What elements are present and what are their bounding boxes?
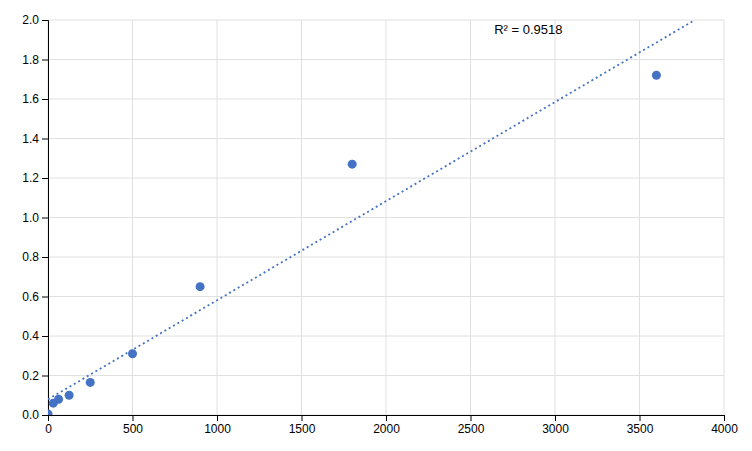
- y-axis-tick-label: 0.6: [22, 290, 39, 304]
- y-axis-tick-mark: [42, 336, 48, 337]
- y-axis-tick: 0.4: [22, 329, 48, 343]
- y-axis-tick-label: 0.2: [22, 369, 39, 383]
- y-axis-tick-label: 1.4: [22, 132, 39, 146]
- y-axis-tick-label: 0.8: [22, 250, 39, 264]
- y-axis-tick: 2.0: [22, 13, 48, 27]
- scatter-point: [48, 410, 53, 415]
- x-axis-tick-label: 500: [123, 422, 143, 436]
- scatter-point: [196, 282, 205, 291]
- grid-line-y: [48, 178, 724, 179]
- scatter-point: [86, 378, 95, 387]
- y-axis-tick-mark: [42, 257, 48, 258]
- x-axis-tick-label: 3000: [542, 422, 569, 436]
- y-axis-tick-mark: [42, 218, 48, 219]
- scatter-point: [54, 395, 63, 404]
- x-axis-tick-label: 2500: [458, 422, 485, 436]
- grid-line-y: [48, 20, 724, 21]
- y-axis: 0.0 0.2 0.4 0.6 0.8 1.0 1.2 1.4 1.6 1.8 2.0: [22, 13, 48, 422]
- y-axis-tick-mark: [42, 60, 48, 61]
- grid-line-y: [48, 296, 724, 297]
- y-axis-tick-mark: [42, 178, 48, 179]
- grid-line-y: [48, 336, 724, 337]
- scatter-point: [128, 349, 137, 358]
- x-axis-tick-label: 0: [45, 422, 52, 436]
- y-axis-tick: 0.2: [22, 369, 48, 383]
- x-axis-tick-label: 2000: [373, 422, 400, 436]
- x-axis-tick-mark: [302, 415, 303, 421]
- grid-line-y: [48, 375, 724, 376]
- scatter-point: [348, 160, 357, 169]
- y-axis-tick-label: 0.0: [22, 408, 39, 422]
- x-axis-tick: 1500: [289, 415, 316, 436]
- y-axis-tick-label: 1.6: [22, 92, 39, 106]
- x-axis-tick-mark: [133, 415, 134, 421]
- x-axis: 0 500 1000 1500 2000 2500 3000 3500 4000: [45, 415, 738, 436]
- y-axis-tick-mark: [42, 99, 48, 100]
- x-axis-tick: 2000: [373, 415, 400, 436]
- y-axis-tick-label: 2.0: [22, 13, 39, 27]
- y-axis-tick-mark: [42, 20, 48, 21]
- marks: [48, 20, 695, 415]
- x-axis-tick: 1000: [204, 415, 231, 436]
- x-axis-tick-label: 3500: [627, 422, 654, 436]
- y-axis-tick-mark: [42, 376, 48, 377]
- x-axis-tick-label: 1500: [289, 422, 316, 436]
- x-axis-tick: 500: [123, 415, 143, 436]
- y-axis-tick-mark: [42, 139, 48, 140]
- y-axis-tick: 0.0: [22, 408, 48, 422]
- y-axis-tick-label: 0.4: [22, 329, 39, 343]
- x-axis-tick: 2500: [458, 415, 485, 436]
- x-axis-line: [49, 416, 725, 422]
- x-axis-tick-mark: [640, 415, 641, 421]
- plot: 050010001500200025003000350040000.00.20.…: [22, 13, 738, 435]
- grid: [48, 20, 724, 415]
- chart: 050010001500200025003000350040000.00.20.…: [0, 0, 752, 451]
- x-axis-tick: 3500: [627, 415, 654, 436]
- y-axis-tick-mark: [42, 297, 48, 298]
- y-axis-tick-label: 1.0: [22, 211, 39, 225]
- annotation: R² = 0.9518: [494, 22, 562, 37]
- grid-line-y: [48, 59, 724, 60]
- grid-line-y: [48, 217, 724, 218]
- x-axis-tick-label: 4000: [711, 422, 738, 436]
- y-axis-tick: 1.6: [22, 92, 48, 106]
- grid-line-y: [48, 138, 724, 139]
- y-axis-line: [42, 21, 49, 416]
- x-axis-tick-mark: [724, 415, 725, 421]
- scatter-point: [652, 71, 661, 80]
- trendline: [48, 20, 695, 399]
- y-axis-tick: 0.6: [22, 290, 48, 304]
- scatter-point: [65, 391, 74, 400]
- y-axis-tick: 1.8: [22, 53, 48, 67]
- x-axis-tick: 0: [45, 415, 52, 436]
- x-axis-tick-mark: [217, 415, 218, 421]
- x-axis-tick: 3000: [542, 415, 569, 436]
- grid-line-y: [48, 257, 724, 258]
- x-axis-tick: 4000: [711, 415, 738, 436]
- y-axis-tick: 0.8: [22, 250, 48, 264]
- y-axis-tick: 1.4: [22, 132, 48, 146]
- x-axis-tick-mark: [555, 415, 556, 421]
- y-axis-tick-label: 1.8: [22, 53, 39, 67]
- x-axis-tick-mark: [471, 415, 472, 421]
- x-axis-tick-label: 1000: [204, 422, 231, 436]
- y-axis-tick-mark: [42, 415, 48, 416]
- grid-line-y: [48, 99, 724, 100]
- y-axis-tick: 1.0: [22, 211, 48, 225]
- y-axis-tick: 1.2: [22, 171, 48, 185]
- y-axis-tick-label: 1.2: [22, 171, 39, 185]
- x-axis-tick-mark: [386, 415, 387, 421]
